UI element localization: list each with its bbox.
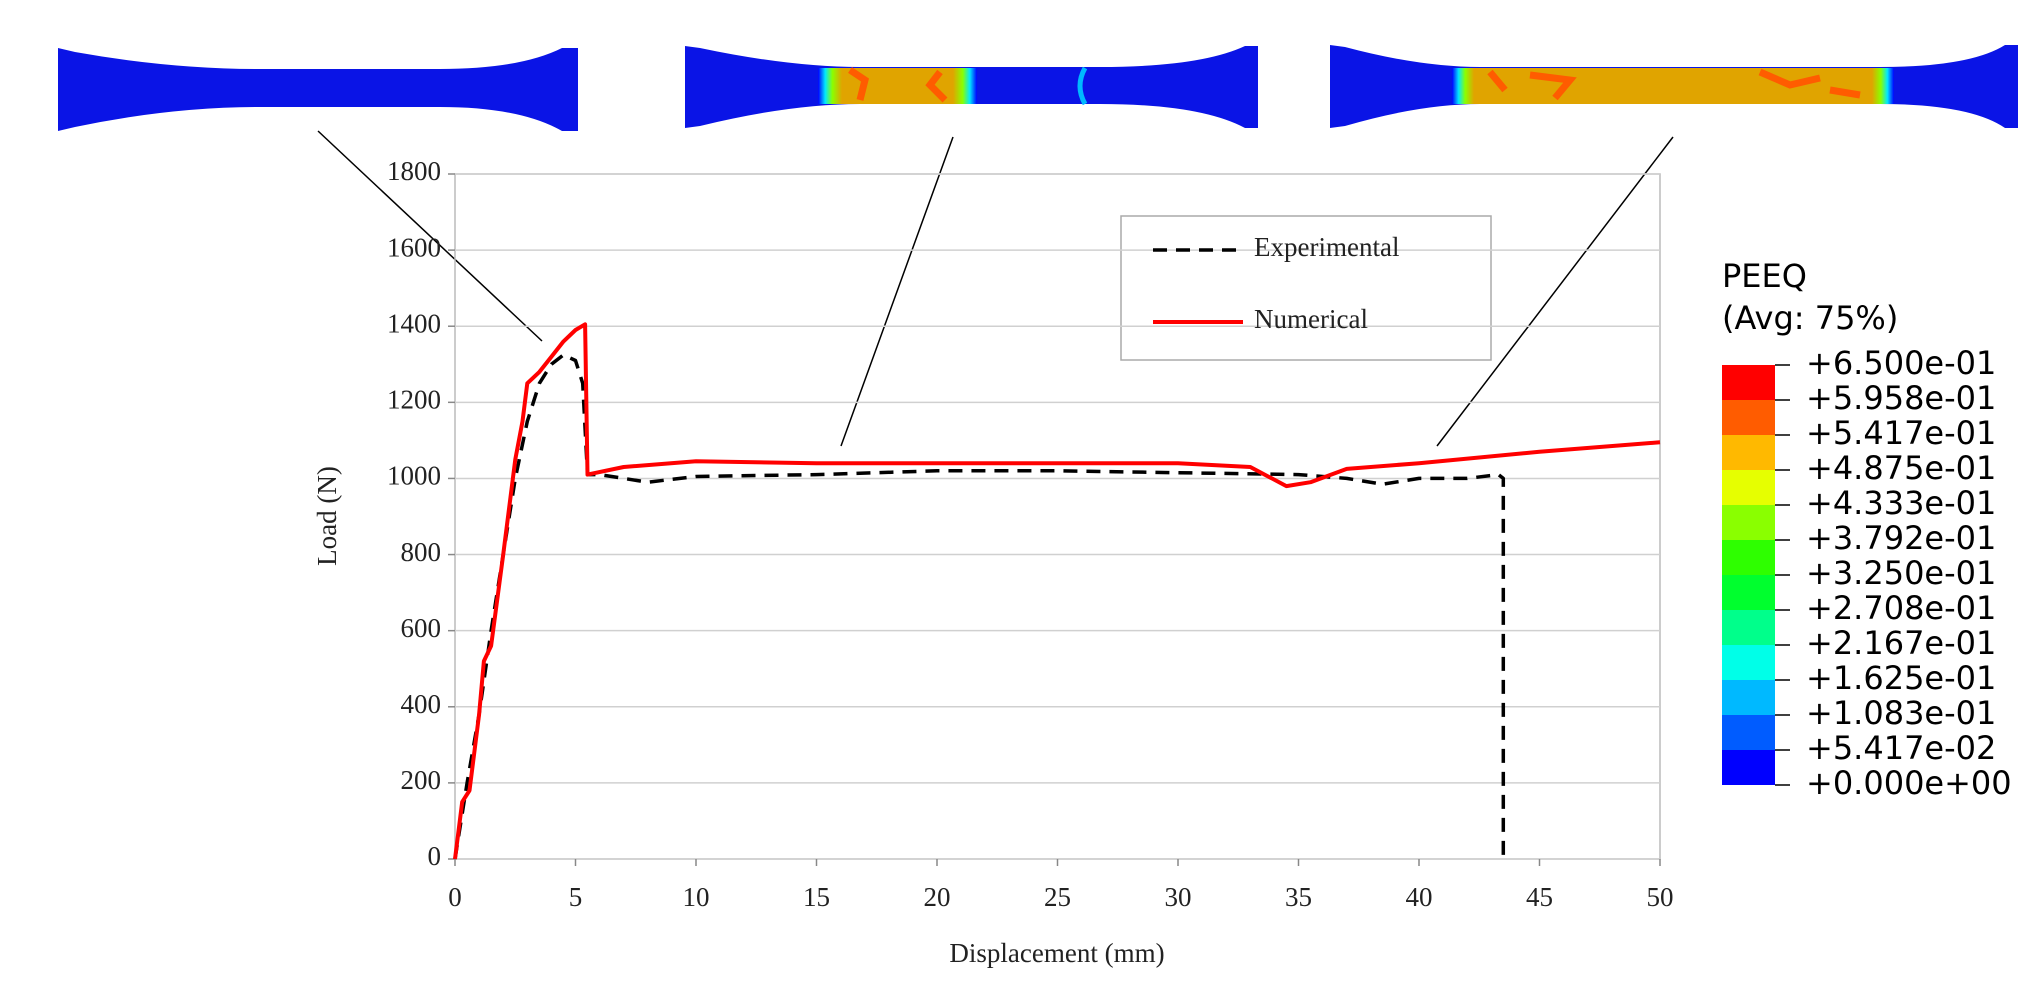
specimen [1330, 45, 2018, 128]
color-label: +3.792e-01 [1806, 519, 1996, 557]
color-band [1722, 435, 1775, 470]
y-tick-label: 400 [401, 689, 442, 719]
y-tick-label: 800 [401, 537, 442, 567]
color-label: +1.625e-01 [1806, 659, 1996, 697]
x-tick-label: 50 [1647, 882, 1674, 912]
color-band [1722, 505, 1775, 540]
color-band [1722, 575, 1775, 610]
x-tick-label: 40 [1406, 882, 1433, 912]
y-tick-label: 0 [428, 841, 442, 871]
specimen [685, 46, 1258, 128]
x-tick-label: 15 [803, 882, 830, 912]
y-tick-label: 1200 [387, 385, 441, 415]
x-tick-label: 25 [1044, 882, 1071, 912]
x-tick-label: 35 [1285, 882, 1312, 912]
x-tick-label: 30 [1165, 882, 1192, 912]
chart: Displacement (mm) Load (N) PEEQ (Avg: 75… [0, 0, 2030, 983]
y-tick-label: 1600 [387, 232, 441, 262]
color-label: +0.000e+00 [1806, 764, 2012, 802]
data-line [455, 324, 1660, 859]
y-tick-label: 1000 [387, 461, 441, 491]
x-tick-label: 20 [924, 882, 951, 912]
color-band [1722, 400, 1775, 435]
color-band [1722, 365, 1775, 400]
color-band [1722, 610, 1775, 645]
color-band [1722, 715, 1775, 750]
y-tick-label: 200 [401, 765, 442, 795]
color-label: +6.500e-01 [1806, 344, 1996, 382]
x-tick-label: 45 [1526, 882, 1553, 912]
color-label: +1.083e-01 [1806, 694, 1996, 732]
specimen [58, 48, 578, 131]
legend-label: Numerical [1254, 304, 1368, 334]
y-tick-label: 600 [401, 613, 442, 643]
color-label: +5.958e-01 [1806, 379, 1996, 417]
color-label: +3.250e-01 [1806, 554, 1996, 592]
y-tick-label: 1400 [387, 308, 441, 338]
color-band [1722, 750, 1775, 785]
color-band [1722, 540, 1775, 575]
color-label: +2.167e-01 [1806, 624, 1996, 662]
color-band [1722, 645, 1775, 680]
x-axis-label: Displacement (mm) [949, 938, 1164, 968]
y-axis-label: Load (N) [312, 466, 342, 566]
color-label: +5.417e-02 [1806, 729, 1996, 767]
x-tick-label: 5 [569, 882, 583, 912]
legend-label: Experimental [1254, 232, 1399, 262]
color-band [1722, 470, 1775, 505]
color-label: +4.875e-01 [1806, 449, 1996, 487]
y-tick-label: 1800 [387, 156, 441, 186]
color-label: +4.333e-01 [1806, 484, 1996, 522]
x-tick-label: 0 [448, 882, 462, 912]
color-label: +2.708e-01 [1806, 589, 1996, 627]
contour-title: (Avg: 75%) [1722, 299, 1898, 337]
color-label: +5.417e-01 [1806, 414, 1996, 452]
color-band [1722, 680, 1775, 715]
contour-title: PEEQ [1722, 257, 1807, 295]
x-tick-label: 10 [683, 882, 710, 912]
